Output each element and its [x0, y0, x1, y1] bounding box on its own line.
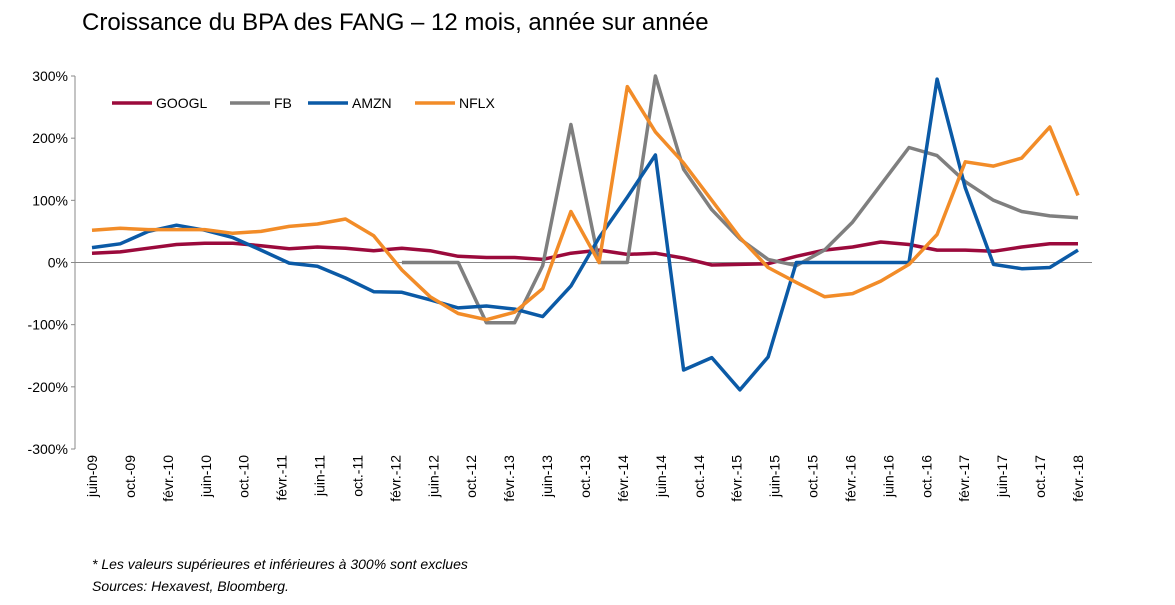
y-tick-label: -200%	[28, 379, 68, 395]
x-tick-label: juin-12	[425, 455, 441, 498]
x-tick-label: févr.-17	[956, 455, 972, 502]
x-tick-label: févr.-11	[274, 455, 290, 501]
legend-label: AMZN	[352, 95, 392, 111]
y-tick-label: 200%	[32, 130, 68, 146]
source-note: Sources: Hexavest, Bloomberg.	[92, 578, 289, 594]
x-tick-label: juin-16	[880, 455, 896, 498]
y-tick-label: 0%	[48, 255, 68, 271]
x-tick-label: oct.-11	[349, 455, 365, 497]
x-tick-label: oct.-12	[463, 455, 479, 498]
x-tick-label: févr.-14	[615, 455, 631, 502]
x-tick-label: févr.-13	[501, 455, 517, 502]
x-tick-label: oct.-10	[236, 455, 252, 498]
x-tick-label: févr.-16	[842, 455, 858, 502]
x-tick-label: févr.-15	[729, 455, 745, 502]
x-tick-label: juin-09	[84, 455, 100, 498]
series-line	[401, 74, 1079, 325]
x-tick-label: févr.-10	[160, 455, 176, 502]
series-line	[91, 84, 1080, 322]
x-tick-label: oct.-16	[918, 455, 934, 498]
x-tick-label: juin-13	[539, 455, 555, 498]
x-tick-label: oct.-17	[1032, 455, 1048, 498]
legend-label: GOOGL	[156, 95, 208, 111]
legend-label: NFLX	[459, 95, 495, 111]
series-line	[91, 77, 1079, 392]
y-tick-label: 300%	[32, 68, 68, 84]
x-tick-label: oct.-14	[691, 455, 707, 498]
x-tick-label: févr.-18	[1070, 455, 1086, 502]
series-line	[91, 240, 1078, 267]
y-tick-label: -300%	[28, 441, 68, 457]
x-tick-label: oct.-09	[122, 455, 138, 498]
x-tick-label: juin-10	[198, 455, 214, 498]
footnote: * Les valeurs supérieures et inférieures…	[92, 556, 468, 572]
x-tick-label: oct.-15	[805, 455, 821, 498]
chart-title: Croissance du BPA des FANG – 12 mois, an…	[82, 9, 709, 36]
legend-label: FB	[274, 95, 292, 111]
x-tick-label: juin-15	[767, 455, 783, 498]
x-tick-label: juin-14	[653, 455, 669, 498]
y-tick-label: -100%	[28, 317, 68, 333]
x-tick-label: juin-11	[312, 455, 328, 497]
x-tick-label: févr.-12	[387, 455, 403, 502]
y-tick-label: 100%	[32, 192, 68, 208]
x-tick-label: juin-17	[994, 455, 1010, 498]
x-tick-label: oct.-13	[577, 455, 593, 498]
